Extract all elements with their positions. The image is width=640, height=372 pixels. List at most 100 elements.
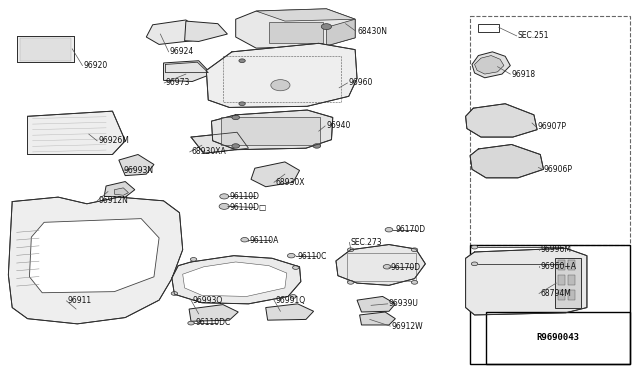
Polygon shape	[466, 104, 537, 137]
Bar	[568, 290, 575, 300]
Circle shape	[471, 245, 477, 249]
Text: 68930X: 68930X	[275, 178, 305, 187]
Bar	[223, 55, 341, 102]
Text: 96110D□: 96110D□	[229, 203, 267, 212]
Polygon shape	[474, 55, 504, 74]
Text: 96940: 96940	[326, 122, 351, 131]
Circle shape	[190, 257, 196, 261]
Text: R9690043: R9690043	[536, 333, 579, 343]
Polygon shape	[266, 304, 314, 320]
Text: SEC.273: SEC.273	[351, 238, 382, 247]
Bar	[557, 275, 565, 285]
Text: 96993N: 96993N	[124, 166, 154, 175]
Polygon shape	[184, 21, 227, 41]
Text: 96939U: 96939U	[389, 299, 419, 308]
Text: 68430N: 68430N	[357, 26, 387, 36]
Polygon shape	[17, 36, 74, 62]
Text: 96960+A: 96960+A	[540, 262, 577, 271]
Text: 96920: 96920	[84, 61, 108, 70]
Polygon shape	[466, 248, 587, 315]
Text: 96991Q: 96991Q	[275, 296, 305, 305]
Polygon shape	[29, 219, 159, 293]
Circle shape	[290, 295, 296, 298]
Circle shape	[313, 144, 321, 148]
Polygon shape	[236, 9, 355, 48]
Circle shape	[271, 80, 290, 91]
Polygon shape	[164, 61, 211, 81]
Text: 96912W: 96912W	[392, 321, 423, 331]
Bar	[568, 260, 575, 270]
Polygon shape	[256, 9, 355, 21]
Circle shape	[412, 248, 418, 251]
Polygon shape	[119, 154, 154, 176]
Polygon shape	[20, 38, 71, 61]
Text: SEC.251: SEC.251	[518, 31, 550, 41]
Text: 96996M: 96996M	[540, 245, 572, 254]
Bar	[557, 260, 565, 270]
Bar	[478, 24, 499, 32]
Polygon shape	[470, 144, 543, 178]
Text: 96993Q: 96993Q	[192, 296, 223, 305]
Polygon shape	[8, 197, 182, 324]
Polygon shape	[360, 312, 396, 325]
Bar	[269, 22, 323, 42]
Polygon shape	[336, 244, 426, 285]
Text: 96170D: 96170D	[396, 225, 426, 234]
Circle shape	[232, 144, 239, 148]
Bar	[470, 245, 630, 364]
Polygon shape	[211, 110, 333, 150]
Polygon shape	[28, 111, 125, 154]
Polygon shape	[191, 132, 248, 153]
Circle shape	[348, 248, 354, 251]
Circle shape	[220, 194, 228, 199]
Text: 96973: 96973	[166, 78, 190, 87]
Circle shape	[471, 262, 477, 266]
Text: 96170D: 96170D	[390, 263, 420, 272]
Text: 96110A: 96110A	[250, 236, 279, 246]
Bar	[486, 312, 630, 364]
Text: 96110DC: 96110DC	[195, 318, 231, 327]
Polygon shape	[472, 52, 510, 78]
Circle shape	[412, 280, 418, 284]
Circle shape	[321, 24, 332, 30]
Text: 96110D: 96110D	[229, 192, 259, 201]
Circle shape	[232, 115, 239, 120]
Circle shape	[383, 264, 391, 269]
Text: 96907P: 96907P	[537, 122, 566, 131]
Polygon shape	[357, 296, 396, 312]
Text: 68930XA: 68930XA	[191, 147, 226, 156]
Polygon shape	[104, 182, 135, 197]
Bar	[555, 258, 580, 308]
Text: 96912N: 96912N	[99, 196, 128, 205]
Bar	[557, 290, 565, 300]
Circle shape	[385, 228, 393, 232]
Text: 96110C: 96110C	[298, 252, 327, 261]
Polygon shape	[326, 19, 355, 46]
Text: 96924: 96924	[170, 47, 194, 56]
Circle shape	[239, 59, 245, 62]
Bar	[470, 16, 630, 245]
Bar	[221, 118, 320, 145]
Polygon shape	[115, 188, 129, 195]
Bar	[568, 275, 575, 285]
Circle shape	[241, 237, 248, 242]
Text: 96911: 96911	[68, 296, 92, 305]
Polygon shape	[251, 162, 300, 187]
Circle shape	[287, 253, 295, 258]
Circle shape	[348, 280, 354, 284]
Polygon shape	[147, 20, 200, 44]
Text: 96960: 96960	[349, 78, 373, 87]
Text: 96926M: 96926M	[99, 136, 129, 145]
Circle shape	[292, 266, 299, 269]
Text: 96906P: 96906P	[543, 165, 573, 174]
Polygon shape	[172, 256, 301, 304]
Bar	[347, 253, 416, 281]
Circle shape	[188, 321, 194, 325]
Polygon shape	[182, 262, 287, 296]
Text: 68794M: 68794M	[540, 289, 571, 298]
Circle shape	[219, 203, 229, 209]
Text: 96918: 96918	[511, 70, 536, 78]
Circle shape	[172, 292, 177, 295]
Polygon shape	[206, 43, 357, 108]
Polygon shape	[189, 305, 238, 321]
